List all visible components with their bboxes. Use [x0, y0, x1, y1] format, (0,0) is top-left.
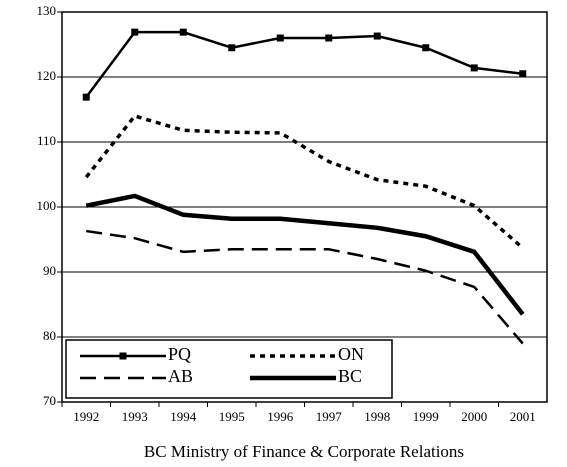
point: [179, 28, 187, 36]
legend-label: BC: [338, 366, 362, 386]
plot-border: [61, 11, 548, 403]
x-tick-label: 2001: [510, 409, 536, 424]
y-tick-label: 100: [37, 198, 57, 213]
point: [131, 28, 139, 36]
legend-marker: [119, 352, 127, 360]
legend-label: AB: [168, 366, 193, 386]
point: [519, 70, 527, 78]
x-tick-label: 1996: [267, 409, 294, 424]
point: [325, 34, 333, 42]
series-line: [86, 229, 524, 345]
y-tick-label: 130: [37, 3, 57, 18]
legend-label: ON: [338, 344, 364, 364]
point: [276, 34, 284, 42]
point: [228, 44, 236, 52]
point: [470, 64, 478, 72]
x-tick-label: 1995: [219, 409, 245, 424]
y-tick-label: 80: [43, 328, 56, 343]
legend-box: [65, 339, 393, 399]
y-tick-label: 90: [43, 263, 56, 278]
point: [373, 32, 381, 40]
series-line: [85, 30, 523, 98]
point: [82, 93, 90, 101]
x-tick-label: 1999: [413, 409, 439, 424]
y-tick-label: 120: [37, 68, 57, 83]
point: [422, 44, 430, 52]
x-axis-label: BC Ministry of Finance & Corporate Relat…: [144, 442, 464, 461]
x-tick-label: 2000: [461, 409, 487, 424]
x-tick-label: 1998: [364, 409, 390, 424]
legend-label: PQ: [168, 344, 191, 364]
y-tick-label: 110: [37, 133, 56, 148]
y-tick-label: 70: [43, 393, 56, 408]
x-tick-label: 1994: [170, 409, 197, 424]
series-line: [85, 193, 525, 316]
x-tick-label: 1993: [122, 409, 148, 424]
x-tick-label: 1992: [73, 409, 99, 424]
x-tick-label: 1997: [316, 409, 343, 424]
series-line: [84, 113, 524, 250]
